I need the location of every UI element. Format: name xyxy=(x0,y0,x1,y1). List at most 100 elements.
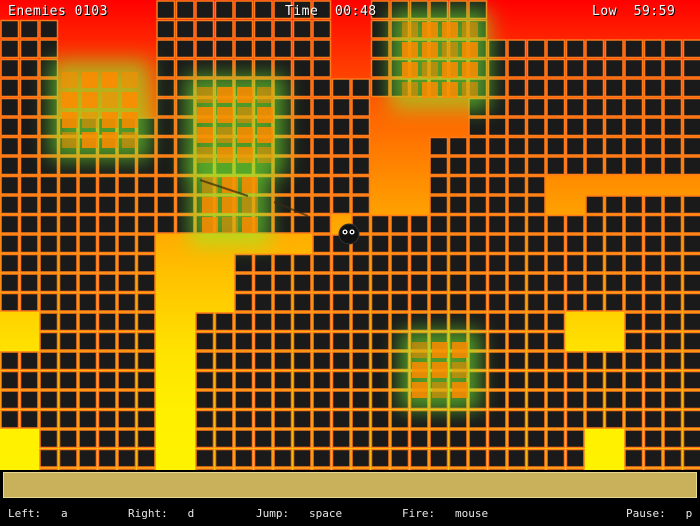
terrain-block xyxy=(390,312,410,332)
terrain-block xyxy=(546,390,566,410)
terrain-block xyxy=(604,390,624,410)
terrain-block xyxy=(604,409,624,429)
terrain-block xyxy=(546,429,566,449)
terrain-block xyxy=(565,468,585,470)
terrain-block xyxy=(331,370,351,390)
terrain-block xyxy=(682,58,700,78)
terrain-block xyxy=(585,156,605,176)
terrain-block xyxy=(643,156,663,176)
terrain-block xyxy=(351,195,371,215)
terrain-block xyxy=(117,234,137,254)
terrain-block xyxy=(448,409,468,429)
terrain-block xyxy=(156,97,176,117)
player-ball xyxy=(338,223,360,245)
terrain-block xyxy=(19,156,39,176)
terrain-block xyxy=(0,214,20,234)
game-canvas[interactable]: Enemies 0103 Time 00:48 Low 59:59 xyxy=(0,0,700,470)
terrain-block xyxy=(585,39,605,59)
terrain-block xyxy=(97,273,117,293)
terrain-block xyxy=(292,351,312,371)
terrain-block xyxy=(409,292,429,312)
terrain-block xyxy=(526,468,546,470)
terrain-block xyxy=(565,292,585,312)
terrain-block xyxy=(468,156,488,176)
terrain-block xyxy=(468,292,488,312)
terrain-block xyxy=(19,214,39,234)
terrain-block xyxy=(682,351,700,371)
terrain-block xyxy=(448,292,468,312)
terrain-block xyxy=(97,214,117,234)
terrain-block xyxy=(370,390,390,410)
terrain-block xyxy=(682,97,700,117)
terrain-block xyxy=(682,409,700,429)
terrain-block xyxy=(526,370,546,390)
terrain-block xyxy=(351,78,371,98)
terrain-block xyxy=(39,351,59,371)
terrain-block xyxy=(663,370,683,390)
terrain-block xyxy=(156,214,176,234)
terrain-block xyxy=(117,448,137,468)
terrain-block xyxy=(663,214,683,234)
terrain-block xyxy=(19,97,39,117)
terrain-block xyxy=(507,136,527,156)
terrain-block xyxy=(273,370,293,390)
terrain-block xyxy=(643,39,663,59)
terrain-block xyxy=(292,448,312,468)
terrain-block xyxy=(351,117,371,137)
terrain-block xyxy=(351,136,371,156)
terrain-block xyxy=(429,448,449,468)
terrain-block xyxy=(604,292,624,312)
terrain-block xyxy=(682,331,700,351)
terrain-block xyxy=(487,448,507,468)
terrain-block xyxy=(565,390,585,410)
terrain-block xyxy=(0,78,20,98)
controls-legend: Left: a Right: d Jump: space Fire: mouse… xyxy=(0,500,700,526)
terrain-block xyxy=(19,234,39,254)
terrain-block xyxy=(682,117,700,137)
terrain-block xyxy=(507,273,527,293)
terrain-block xyxy=(253,351,273,371)
terrain-block xyxy=(429,156,449,176)
terrain-block xyxy=(429,292,449,312)
terrain-block xyxy=(292,39,312,59)
terrain-block xyxy=(507,390,527,410)
terrain-block xyxy=(585,390,605,410)
terrain-block xyxy=(351,448,371,468)
terrain-block xyxy=(214,468,234,470)
terrain-block xyxy=(117,370,137,390)
terrain-block xyxy=(429,195,449,215)
terrain-block xyxy=(663,292,683,312)
terrain-block xyxy=(97,448,117,468)
terrain-block xyxy=(78,468,98,470)
terrain-block xyxy=(97,351,117,371)
terrain-block xyxy=(546,97,566,117)
terrain-block xyxy=(409,234,429,254)
terrain-block xyxy=(136,214,156,234)
terrain-block xyxy=(175,19,195,39)
terrain-block xyxy=(663,234,683,254)
terrain-block xyxy=(390,468,410,470)
terrain-block xyxy=(487,195,507,215)
terrain-block xyxy=(253,409,273,429)
terrain-block xyxy=(390,214,410,234)
enemy xyxy=(50,60,150,160)
terrain-block xyxy=(409,214,429,234)
time-value: 00:48 xyxy=(334,4,377,19)
terrain-block xyxy=(468,273,488,293)
terrain-block xyxy=(604,136,624,156)
terrain-block xyxy=(214,409,234,429)
terrain-block xyxy=(624,195,644,215)
terrain-block xyxy=(273,39,293,59)
terrain-block xyxy=(546,136,566,156)
terrain-block xyxy=(468,214,488,234)
terrain-block xyxy=(0,351,20,371)
terrain-block xyxy=(39,429,59,449)
terrain-block xyxy=(507,312,527,332)
terrain-block xyxy=(78,409,98,429)
terrain-block xyxy=(429,214,449,234)
terrain-block xyxy=(429,175,449,195)
terrain-block xyxy=(565,370,585,390)
terrain-block xyxy=(546,468,566,470)
control-right: Right: d xyxy=(128,507,194,520)
terrain-block xyxy=(117,253,137,273)
